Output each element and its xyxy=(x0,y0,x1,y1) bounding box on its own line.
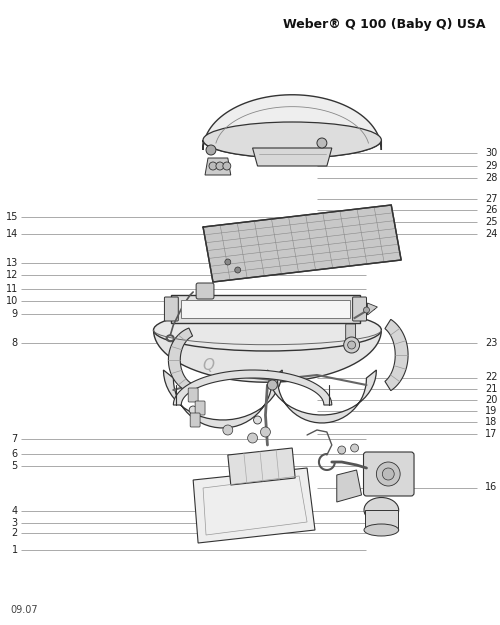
Text: 09.07: 09.07 xyxy=(10,605,38,615)
Polygon shape xyxy=(364,510,398,530)
Circle shape xyxy=(225,259,231,265)
Text: 22: 22 xyxy=(486,372,498,382)
Text: 15: 15 xyxy=(6,213,18,222)
Text: 1: 1 xyxy=(12,545,18,555)
Ellipse shape xyxy=(364,524,398,536)
Text: 28: 28 xyxy=(486,173,498,183)
Text: 19: 19 xyxy=(486,406,498,416)
Text: 12: 12 xyxy=(6,270,18,280)
Circle shape xyxy=(254,416,262,424)
Circle shape xyxy=(376,462,400,486)
Circle shape xyxy=(216,162,224,170)
Polygon shape xyxy=(164,370,282,428)
Text: 6: 6 xyxy=(12,449,18,459)
Polygon shape xyxy=(182,300,350,318)
Ellipse shape xyxy=(203,122,382,158)
FancyBboxPatch shape xyxy=(352,297,366,321)
Text: 20: 20 xyxy=(486,395,498,405)
Text: 4: 4 xyxy=(12,506,18,516)
Polygon shape xyxy=(205,158,231,175)
Text: 5: 5 xyxy=(12,461,18,471)
Text: 25: 25 xyxy=(486,217,498,227)
FancyBboxPatch shape xyxy=(364,452,414,496)
Polygon shape xyxy=(193,468,315,543)
Text: 17: 17 xyxy=(486,429,498,439)
Circle shape xyxy=(223,162,231,170)
Circle shape xyxy=(189,406,197,414)
Text: 9: 9 xyxy=(12,309,18,319)
Text: 8: 8 xyxy=(12,338,18,348)
Circle shape xyxy=(260,427,270,437)
Polygon shape xyxy=(252,148,332,166)
Polygon shape xyxy=(168,328,192,392)
Circle shape xyxy=(248,433,258,443)
Polygon shape xyxy=(228,448,295,485)
Text: 14: 14 xyxy=(6,229,18,239)
Circle shape xyxy=(338,446,345,454)
Text: 2: 2 xyxy=(12,528,18,538)
Text: 27: 27 xyxy=(486,194,498,204)
Circle shape xyxy=(344,337,359,353)
Polygon shape xyxy=(172,295,360,323)
Circle shape xyxy=(234,267,240,273)
Text: 11: 11 xyxy=(6,284,18,294)
Ellipse shape xyxy=(364,498,398,522)
Polygon shape xyxy=(337,470,361,502)
Polygon shape xyxy=(368,303,378,315)
Text: 21: 21 xyxy=(486,384,498,394)
Circle shape xyxy=(317,138,327,148)
Circle shape xyxy=(209,162,217,170)
Text: 26: 26 xyxy=(486,205,498,215)
Circle shape xyxy=(364,307,370,313)
Polygon shape xyxy=(203,205,401,282)
Text: 24: 24 xyxy=(486,229,498,239)
Circle shape xyxy=(350,444,358,452)
Circle shape xyxy=(268,380,278,390)
Text: 29: 29 xyxy=(486,161,498,171)
Text: 3: 3 xyxy=(12,518,18,528)
Text: 16: 16 xyxy=(486,482,498,492)
Polygon shape xyxy=(385,319,408,391)
Text: 30: 30 xyxy=(486,148,498,158)
Polygon shape xyxy=(154,330,382,382)
Text: 7: 7 xyxy=(12,434,18,444)
FancyBboxPatch shape xyxy=(188,388,198,402)
Circle shape xyxy=(348,341,356,349)
Polygon shape xyxy=(203,95,382,158)
Text: 23: 23 xyxy=(486,338,498,348)
Text: 18: 18 xyxy=(486,417,498,427)
Text: 10: 10 xyxy=(6,296,18,306)
Circle shape xyxy=(382,468,394,480)
Circle shape xyxy=(223,425,233,435)
FancyBboxPatch shape xyxy=(196,283,214,299)
FancyBboxPatch shape xyxy=(190,413,200,427)
Polygon shape xyxy=(174,370,332,405)
Text: Q: Q xyxy=(202,357,214,372)
FancyBboxPatch shape xyxy=(164,297,178,321)
Text: Weber® Q 100 (Baby Q) USA: Weber® Q 100 (Baby Q) USA xyxy=(283,18,486,31)
FancyBboxPatch shape xyxy=(195,401,205,415)
Circle shape xyxy=(206,145,216,155)
FancyBboxPatch shape xyxy=(346,324,356,340)
Polygon shape xyxy=(268,370,376,423)
Ellipse shape xyxy=(154,309,382,351)
Text: 13: 13 xyxy=(6,258,18,268)
